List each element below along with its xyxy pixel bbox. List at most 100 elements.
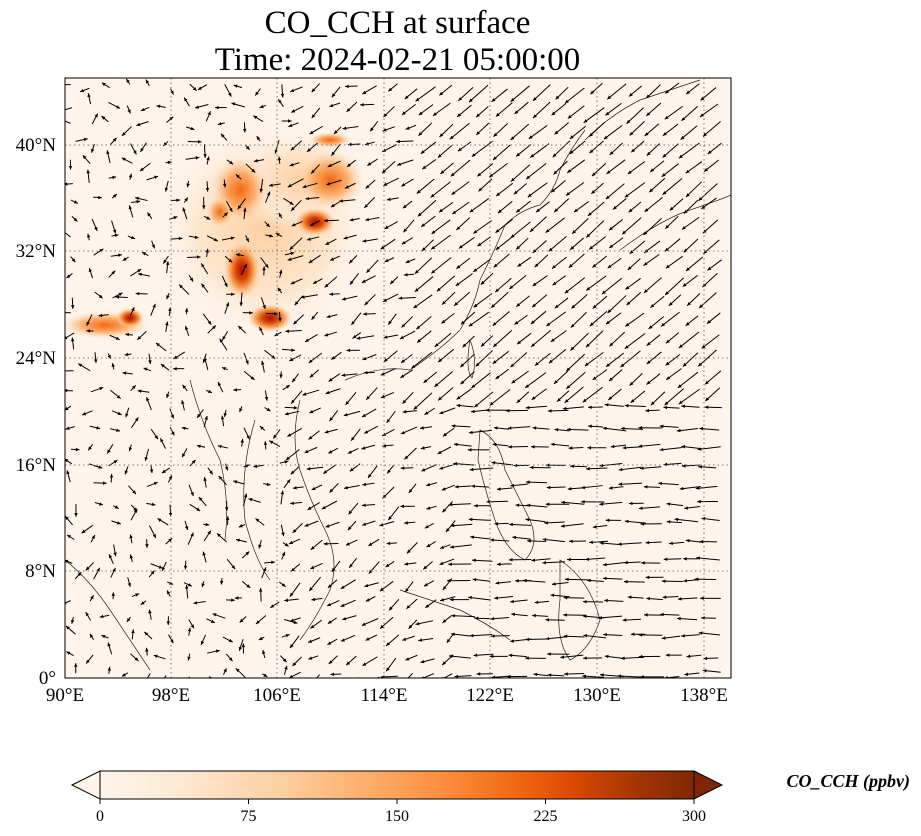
wind-vector-head bbox=[650, 304, 655, 308]
wind-vector-head bbox=[367, 678, 371, 681]
wind-vector-head bbox=[328, 450, 333, 454]
wind-vector-head bbox=[137, 389, 142, 393]
wind-vector-head bbox=[362, 522, 367, 526]
wind-vector-head bbox=[279, 374, 283, 379]
wind-vector-head bbox=[513, 190, 518, 195]
wind-vector-head bbox=[622, 618, 627, 622]
wind-vector-head bbox=[404, 562, 409, 566]
x-tick-label: 106°E bbox=[253, 685, 301, 706]
wind-vector-head bbox=[134, 417, 139, 422]
wind-vector-head bbox=[666, 520, 671, 524]
wind-vector-head bbox=[263, 567, 267, 572]
wind-vector-head bbox=[666, 376, 671, 380]
wind-vector-head bbox=[346, 108, 351, 112]
wind-vector-head bbox=[325, 524, 330, 528]
wind-vector-head bbox=[239, 302, 243, 307]
wind-vector-head bbox=[606, 363, 610, 367]
wind-vector bbox=[471, 372, 491, 389]
wind-vector bbox=[469, 198, 490, 213]
wind-vector-head bbox=[167, 160, 172, 165]
wind-vector-head bbox=[384, 258, 389, 262]
wind-vector-head bbox=[510, 599, 514, 604]
wind-vector bbox=[561, 501, 585, 505]
wind-vector-head bbox=[217, 122, 222, 126]
wind-vector-head bbox=[388, 320, 392, 325]
wind-vector-head bbox=[184, 308, 189, 312]
wind-vector-head bbox=[291, 348, 295, 352]
wind-vector-head bbox=[216, 533, 221, 538]
wind-vector-head bbox=[222, 367, 227, 371]
wind-vector bbox=[508, 274, 527, 290]
wind-vector bbox=[421, 673, 435, 678]
wind-vector-head bbox=[116, 105, 121, 109]
wind-vector-head bbox=[340, 603, 345, 607]
wind-vector-head bbox=[349, 280, 354, 285]
wind-vector-head bbox=[155, 342, 160, 347]
wind-vector-head bbox=[364, 583, 369, 588]
wind-vector-head bbox=[471, 153, 476, 157]
wind-vector-head bbox=[114, 505, 119, 509]
wind-vector-head bbox=[349, 467, 354, 472]
wind-vector-head bbox=[113, 552, 117, 557]
wind-vector-head bbox=[241, 643, 246, 648]
wind-vector-head bbox=[645, 540, 650, 545]
wind-vector bbox=[530, 329, 552, 348]
wind-vector-head bbox=[442, 300, 446, 305]
wind-vector-head bbox=[408, 624, 413, 629]
wind-vector-head bbox=[234, 596, 239, 600]
y-tick-label: 24°N bbox=[16, 348, 57, 369]
wind-vector-head bbox=[324, 333, 329, 337]
wind-vector-head bbox=[187, 627, 192, 632]
wind-vector bbox=[65, 107, 73, 111]
wind-vector bbox=[698, 292, 717, 309]
wind-vector-head bbox=[495, 112, 500, 117]
wind-vector bbox=[416, 178, 435, 194]
wind-vector-head bbox=[478, 187, 483, 192]
wind-vector-head bbox=[557, 397, 561, 402]
wind-vector-head bbox=[665, 264, 670, 269]
wind-vector bbox=[584, 351, 604, 367]
wind-vector-head bbox=[609, 244, 614, 249]
wind-vector-head bbox=[292, 486, 297, 490]
wind-vector-head bbox=[545, 502, 550, 506]
wind-vector-head bbox=[491, 98, 496, 102]
wind-vector bbox=[432, 102, 451, 117]
wind-vector-head bbox=[345, 542, 350, 546]
wind-vector-head bbox=[609, 151, 614, 155]
wind-vector-head bbox=[323, 470, 328, 474]
wind-vector-head bbox=[137, 269, 142, 273]
wind-vector-head bbox=[405, 259, 410, 264]
wind-vector-head bbox=[190, 532, 194, 537]
wind-vector bbox=[490, 291, 509, 309]
wind-vector-head bbox=[344, 486, 348, 490]
wind-vector-head bbox=[641, 561, 645, 565]
wind-vector-head bbox=[364, 301, 369, 306]
wind-vector-head bbox=[473, 303, 478, 308]
wind-vector-head bbox=[618, 482, 623, 486]
wind-vector-head bbox=[386, 541, 391, 546]
wind-vector-head bbox=[212, 613, 217, 617]
wind-vector-head bbox=[289, 592, 294, 597]
wind-vector-head bbox=[383, 358, 388, 362]
wind-vector-head bbox=[352, 334, 357, 339]
x-tick-label: 114°E bbox=[361, 685, 408, 706]
wind-vector-head bbox=[190, 492, 194, 497]
wind-vector-head bbox=[645, 408, 650, 413]
wind-vector-head bbox=[534, 600, 539, 605]
wind-vector-head bbox=[470, 409, 475, 414]
wind-vector-head bbox=[112, 194, 117, 198]
wind-vector bbox=[697, 349, 717, 367]
wind-vector-head bbox=[313, 679, 317, 683]
wind-vector-head bbox=[677, 384, 682, 388]
wind-vector-head bbox=[662, 595, 667, 599]
wind-vector-head bbox=[90, 595, 94, 600]
wind-vector-head bbox=[493, 343, 498, 347]
wind-vector-head bbox=[370, 127, 374, 132]
wind-vector-head bbox=[89, 633, 94, 638]
wind-vector-head bbox=[533, 114, 537, 119]
wind-vector-head bbox=[495, 229, 500, 233]
wind-vector-head bbox=[402, 399, 407, 404]
wind-vector-head bbox=[121, 132, 126, 136]
wind-vector bbox=[660, 311, 680, 327]
wind-vector-head bbox=[386, 418, 391, 423]
